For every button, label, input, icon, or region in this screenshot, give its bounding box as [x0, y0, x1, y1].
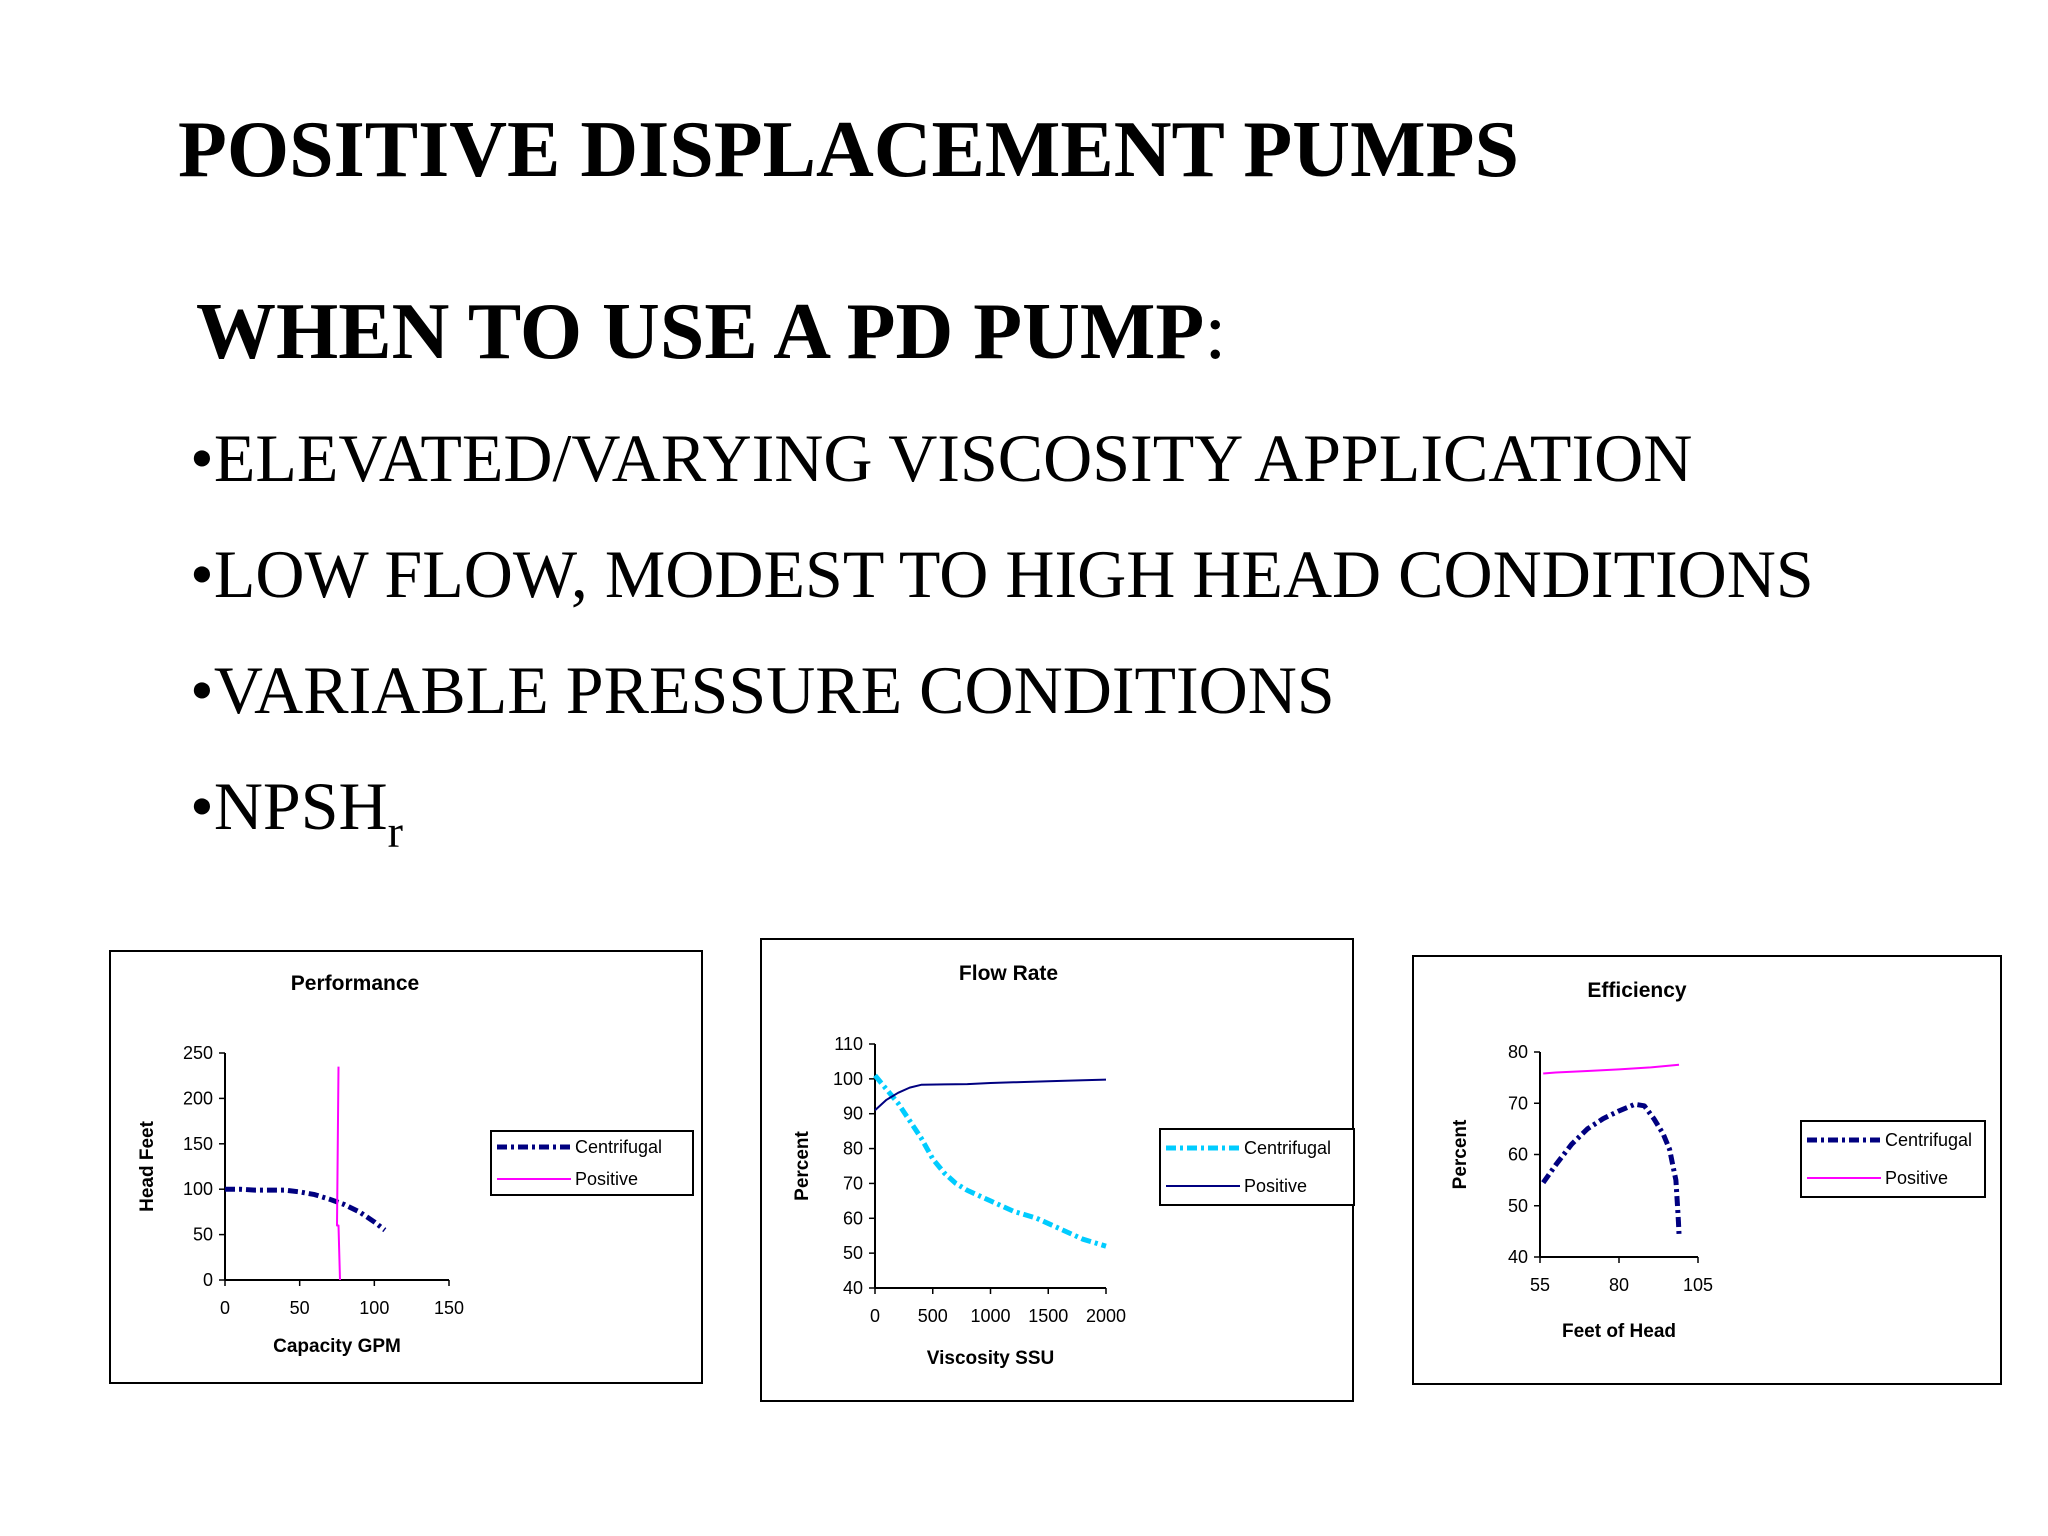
y-tick-label: 60	[1508, 1145, 1528, 1165]
legend-label: Positive	[1885, 1168, 1948, 1188]
bullet-marker: •	[190, 536, 214, 612]
chart-title: Performance	[291, 972, 419, 995]
x-tick-label: 105	[1683, 1275, 1713, 1295]
x-tick-label: 500	[918, 1306, 948, 1326]
subtitle-colon: :	[1204, 288, 1227, 376]
y-tick-label: 80	[1508, 1042, 1528, 1062]
bullet-item-viscosity: •ELEVATED/VARYING VISCOSITY APPLICATION	[190, 424, 1692, 492]
y-tick-label: 100	[833, 1069, 863, 1089]
series-line-positive	[1543, 1063, 1680, 1075]
y-tick-label: 60	[843, 1208, 863, 1228]
x-tick-label: 1500	[1028, 1306, 1068, 1326]
y-tick-label: 110	[834, 1034, 863, 1054]
y-tick-label: 70	[843, 1173, 863, 1193]
y-tick-label: 250	[183, 1043, 213, 1063]
subtitle-heading: WHEN TO USE A PD PUMP	[196, 288, 1205, 376]
legend-label: Centrifugal	[1244, 1138, 1331, 1158]
x-tick-label: 1000	[970, 1306, 1010, 1326]
series-line-centrifugal	[225, 1186, 387, 1233]
y-tick-label: 90	[843, 1104, 863, 1124]
y-tick-label: 80	[843, 1139, 863, 1159]
legend-box	[490, 1130, 694, 1196]
y-axis-label: Percent	[792, 1130, 813, 1200]
x-tick-label: 0	[220, 1298, 230, 1318]
y-tick-label: 100	[183, 1179, 213, 1199]
bullet-text: LOW FLOW, MODEST TO HIGH HEAD CONDITIONS	[213, 536, 1814, 612]
legend-box	[1800, 1120, 1986, 1198]
legend-label: Centrifugal	[1885, 1130, 1972, 1150]
efficiency-chart-svg: Efficiency Feet of Head Percent 55 80 105 40 50…	[1450, 979, 1986, 1342]
x-tick-label: 150	[434, 1298, 464, 1318]
flow-rate-chart-svg: Flow Rate Viscosity SSU Percent 0 500 1000 150…	[792, 962, 1355, 1369]
legend-label: Centrifugal	[575, 1137, 662, 1157]
performance-chart: Performance Capacity GPM Head Feet 0 50 100 15…	[109, 950, 703, 1384]
y-tick-label: 50	[1508, 1196, 1528, 1216]
y-axis-label: Percent	[1450, 1119, 1471, 1189]
y-axis-label: Head Feet	[137, 1120, 158, 1211]
bullet-text: ELEVATED/VARYING VISCOSITY APPLICATION	[213, 420, 1693, 496]
x-tick-label: 50	[290, 1298, 310, 1318]
bullet-item-npshr: •NPSHr	[190, 772, 403, 855]
bullet-marker: •	[190, 768, 214, 844]
bullet-item-pressure: •VARIABLE PRESSURE CONDITIONS	[190, 656, 1335, 724]
bullet-text: NPSH	[213, 768, 388, 844]
y-tick-label: 200	[183, 1088, 213, 1108]
bullet-item-low-flow: •LOW FLOW, MODEST TO HIGH HEAD CONDITION…	[190, 540, 1814, 608]
bullet-text: VARIABLE PRESSURE CONDITIONS	[213, 652, 1335, 728]
chart-title: Efficiency	[1587, 979, 1687, 1002]
y-tick-label: 40	[1508, 1247, 1528, 1267]
bullet-subscript: r	[387, 806, 403, 857]
y-tick-label: 0	[203, 1270, 213, 1290]
y-tick-label: 150	[183, 1134, 213, 1154]
flow-rate-chart: Flow Rate Viscosity SSU Percent 0 500 1000 150…	[760, 938, 1355, 1402]
bullet-marker: •	[190, 420, 214, 496]
x-tick-label: 2000	[1086, 1306, 1126, 1326]
legend-label: Positive	[1244, 1176, 1307, 1196]
y-tick-label: 50	[843, 1243, 863, 1263]
x-axis-label: Feet of Head	[1562, 1321, 1676, 1342]
series-line-centrifugal	[1541, 1101, 1682, 1235]
y-tick-label: 70	[1508, 1093, 1528, 1113]
performance-chart-svg: Performance Capacity GPM Head Feet 0 50 100 15…	[137, 972, 694, 1357]
series-line-positive	[874, 1078, 1107, 1111]
x-tick-label: 0	[870, 1306, 880, 1326]
series-line-centrifugal	[873, 1073, 1107, 1249]
y-tick-label: 50	[193, 1225, 213, 1245]
slide-subtitle: WHEN TO USE A PD PUMP:	[196, 292, 1227, 372]
x-tick-label: 100	[359, 1298, 389, 1318]
x-axis-label: Capacity GPM	[273, 1336, 401, 1357]
x-axis-label: Viscosity SSU	[927, 1348, 1054, 1369]
legend-box	[1159, 1128, 1355, 1206]
x-tick-label: 80	[1609, 1275, 1629, 1295]
slide-title: POSITIVE DISPLACEMENT PUMPS	[178, 106, 1519, 194]
y-tick-label: 40	[843, 1278, 863, 1298]
bullet-marker: •	[190, 652, 214, 728]
series-line-positive	[336, 1066, 341, 1281]
x-tick-label: 55	[1530, 1275, 1550, 1295]
chart-title: Flow Rate	[959, 962, 1058, 985]
legend-label: Positive	[575, 1169, 638, 1189]
efficiency-chart: Efficiency Feet of Head Percent 55 80 105 40 50…	[1412, 955, 2002, 1385]
